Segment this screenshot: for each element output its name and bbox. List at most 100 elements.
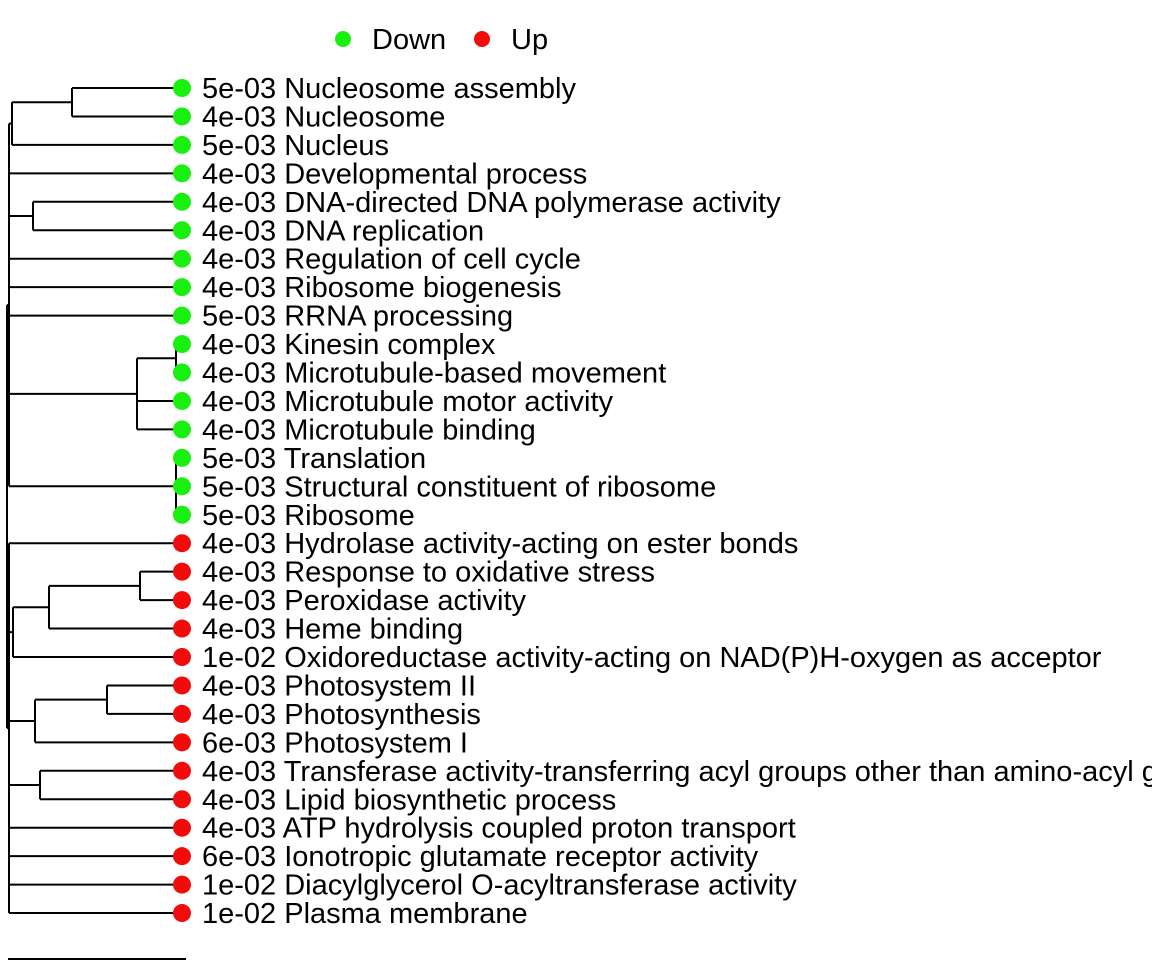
tip-marker bbox=[173, 420, 191, 439]
tip-term: Lipid biosynthetic process bbox=[284, 784, 616, 816]
tip-marker bbox=[173, 363, 191, 382]
tip-pvalue: 4e-03 bbox=[202, 187, 276, 219]
tip-marker bbox=[173, 534, 191, 553]
tip-label: 4e-03 Microtubule binding bbox=[202, 414, 536, 446]
tip-pvalue: 4e-03 bbox=[202, 358, 276, 390]
tip-marker bbox=[173, 875, 191, 894]
tip-marker bbox=[173, 164, 191, 183]
tip-pvalue: 5e-03 bbox=[202, 500, 276, 532]
tip-term: Developmental process bbox=[284, 158, 587, 190]
tip-pvalue: 4e-03 bbox=[202, 528, 276, 560]
tip-label: 4e-03 Regulation of cell cycle bbox=[202, 244, 581, 276]
tip-marker bbox=[173, 335, 191, 354]
tip-label: 4e-03 Peroxidase activity bbox=[202, 585, 527, 617]
tip-label: 1e-02 Oxidoreductase activity-acting on … bbox=[202, 642, 1102, 674]
tip-pvalue: 4e-03 bbox=[202, 101, 276, 133]
tip-term: Heme binding bbox=[284, 614, 463, 646]
tip-pvalue: 5e-03 bbox=[202, 471, 276, 503]
tip-pvalue: 5e-03 bbox=[202, 301, 276, 333]
tip-term: Ribosome bbox=[284, 500, 415, 532]
tip-label: 5e-03 Structural constituent of ribosome bbox=[202, 471, 716, 503]
tip-term: RRNA processing bbox=[284, 301, 513, 333]
tip-term: DNA-directed DNA polymerase activity bbox=[284, 187, 781, 219]
tip-label: 4e-03 Microtubule-based movement bbox=[202, 358, 666, 390]
tip-marker bbox=[173, 818, 191, 837]
tree-tips bbox=[173, 79, 191, 923]
tip-term: Regulation of cell cycle bbox=[284, 244, 581, 276]
tip-label: 6e-03 Photosystem I bbox=[202, 727, 468, 759]
tip-pvalue: 4e-03 bbox=[202, 386, 276, 418]
tip-marker bbox=[173, 790, 191, 809]
tip-label: 4e-03 Hydrolase activity-acting on ester… bbox=[202, 528, 798, 560]
tip-label: 4e-03 Heme binding bbox=[202, 614, 463, 646]
tip-term: Kinesin complex bbox=[284, 329, 496, 361]
tip-marker bbox=[173, 135, 191, 154]
tip-pvalue: 4e-03 bbox=[202, 215, 276, 247]
tip-marker bbox=[173, 221, 191, 240]
tip-marker bbox=[173, 391, 191, 410]
tip-pvalue: 4e-03 bbox=[202, 158, 276, 190]
tip-marker bbox=[173, 847, 191, 866]
tip-pvalue: 6e-03 bbox=[202, 727, 276, 759]
tip-label: 5e-03 Nucleus bbox=[202, 130, 389, 162]
tip-marker bbox=[173, 448, 191, 467]
tip-term: Microtubule motor activity bbox=[284, 386, 613, 418]
tip-term: ATP hydrolysis coupled proton transport bbox=[283, 813, 796, 845]
tip-term: Peroxidase activity bbox=[284, 585, 526, 617]
tip-marker bbox=[173, 619, 191, 638]
tip-label: 4e-03 Transferase activity-transferring … bbox=[202, 756, 1152, 788]
legend-up-label: Up bbox=[511, 24, 548, 56]
tip-pvalue: 4e-03 bbox=[202, 244, 276, 276]
tip-term: Microtubule binding bbox=[284, 414, 535, 446]
tip-term: Ribosome biogenesis bbox=[284, 272, 561, 304]
tip-term: Nucleus bbox=[284, 130, 389, 162]
tip-term: Photosystem II bbox=[284, 670, 476, 702]
tip-pvalue: 4e-03 bbox=[202, 329, 276, 361]
tip-label: 4e-03 Lipid biosynthetic process bbox=[202, 784, 616, 816]
tip-pvalue: 4e-03 bbox=[202, 699, 276, 731]
legend-up-marker bbox=[474, 31, 490, 47]
legend-down-label: Down bbox=[372, 24, 446, 56]
tip-label: 4e-03 DNA replication bbox=[202, 215, 484, 247]
tip-marker bbox=[173, 591, 191, 610]
tip-marker bbox=[173, 249, 191, 268]
legend: Down Up bbox=[335, 24, 548, 56]
tip-marker bbox=[173, 192, 191, 211]
tip-marker bbox=[173, 278, 191, 297]
tip-term: Ionotropic glutamate receptor activity bbox=[284, 841, 758, 873]
tip-term: Nucleosome bbox=[284, 101, 445, 133]
tip-label: 4e-03 Photosynthesis bbox=[202, 699, 481, 731]
tip-marker bbox=[173, 107, 191, 126]
tip-label: 4e-03 Nucleosome bbox=[202, 101, 445, 133]
tip-label: 4e-03 Kinesin complex bbox=[202, 329, 496, 361]
tip-term: Hydrolase activity-acting on ester bonds bbox=[284, 528, 798, 560]
tip-label: 5e-03 Translation bbox=[202, 443, 426, 475]
tip-label: 4e-03 Developmental process bbox=[202, 158, 587, 190]
tree-branches bbox=[6, 87, 178, 915]
tip-term: DNA replication bbox=[284, 215, 484, 247]
legend-down-marker bbox=[335, 31, 351, 47]
tip-term: Nucleosome assembly bbox=[284, 73, 576, 105]
tip-marker bbox=[173, 704, 191, 723]
tip-pvalue: 1e-02 bbox=[202, 898, 276, 930]
tip-label: 4e-03 Photosystem II bbox=[202, 670, 476, 702]
tip-pvalue: 4e-03 bbox=[202, 557, 276, 589]
tip-pvalue: 5e-03 bbox=[202, 130, 276, 162]
tip-term: Transferase activity-transferring acyl g… bbox=[284, 756, 1152, 788]
tip-term: Microtubule-based movement bbox=[284, 358, 666, 390]
tip-pvalue: 4e-03 bbox=[202, 813, 276, 845]
tip-term: Oxidoreductase activity-acting on NAD(P)… bbox=[284, 642, 1102, 674]
tip-pvalue: 5e-03 bbox=[202, 73, 276, 105]
tip-label: 1e-02 Diacylglycerol O-acyltransferase a… bbox=[202, 870, 797, 902]
tip-label: 5e-03 RRNA processing bbox=[202, 301, 513, 333]
tip-label: 5e-03 Nucleosome assembly bbox=[202, 73, 576, 105]
tip-marker bbox=[173, 761, 191, 780]
tip-term: Photosynthesis bbox=[284, 699, 481, 731]
tip-pvalue: 4e-03 bbox=[202, 272, 276, 304]
tip-pvalue: 4e-03 bbox=[202, 670, 276, 702]
tip-term: Response to oxidative stress bbox=[284, 557, 655, 589]
tip-marker bbox=[173, 562, 191, 581]
